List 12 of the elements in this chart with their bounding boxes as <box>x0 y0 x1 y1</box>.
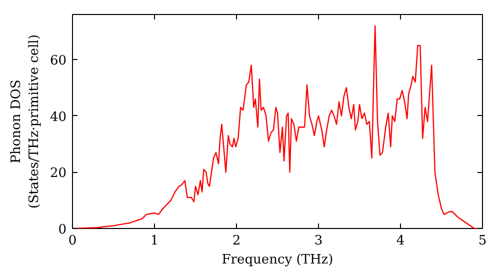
y-tick-label: 0 <box>58 222 67 238</box>
x-tick-label: 1 <box>150 234 159 248</box>
y-tick-label: 60 <box>50 54 67 69</box>
x-axis-title: Frequency (THz) <box>222 252 334 268</box>
x-tick-label: 2 <box>232 234 241 248</box>
x-tick-label: 5 <box>478 234 487 248</box>
x-tick-label: 3 <box>314 234 323 248</box>
y-tick-label: 40 <box>50 110 67 125</box>
y-tick-label: 20 <box>50 166 67 182</box>
x-tick-label: 0 <box>68 234 77 248</box>
y-axis-title: Phonon DOS (States/THz·primitive cell) <box>8 34 42 208</box>
x-tick-label: 4 <box>396 234 405 248</box>
